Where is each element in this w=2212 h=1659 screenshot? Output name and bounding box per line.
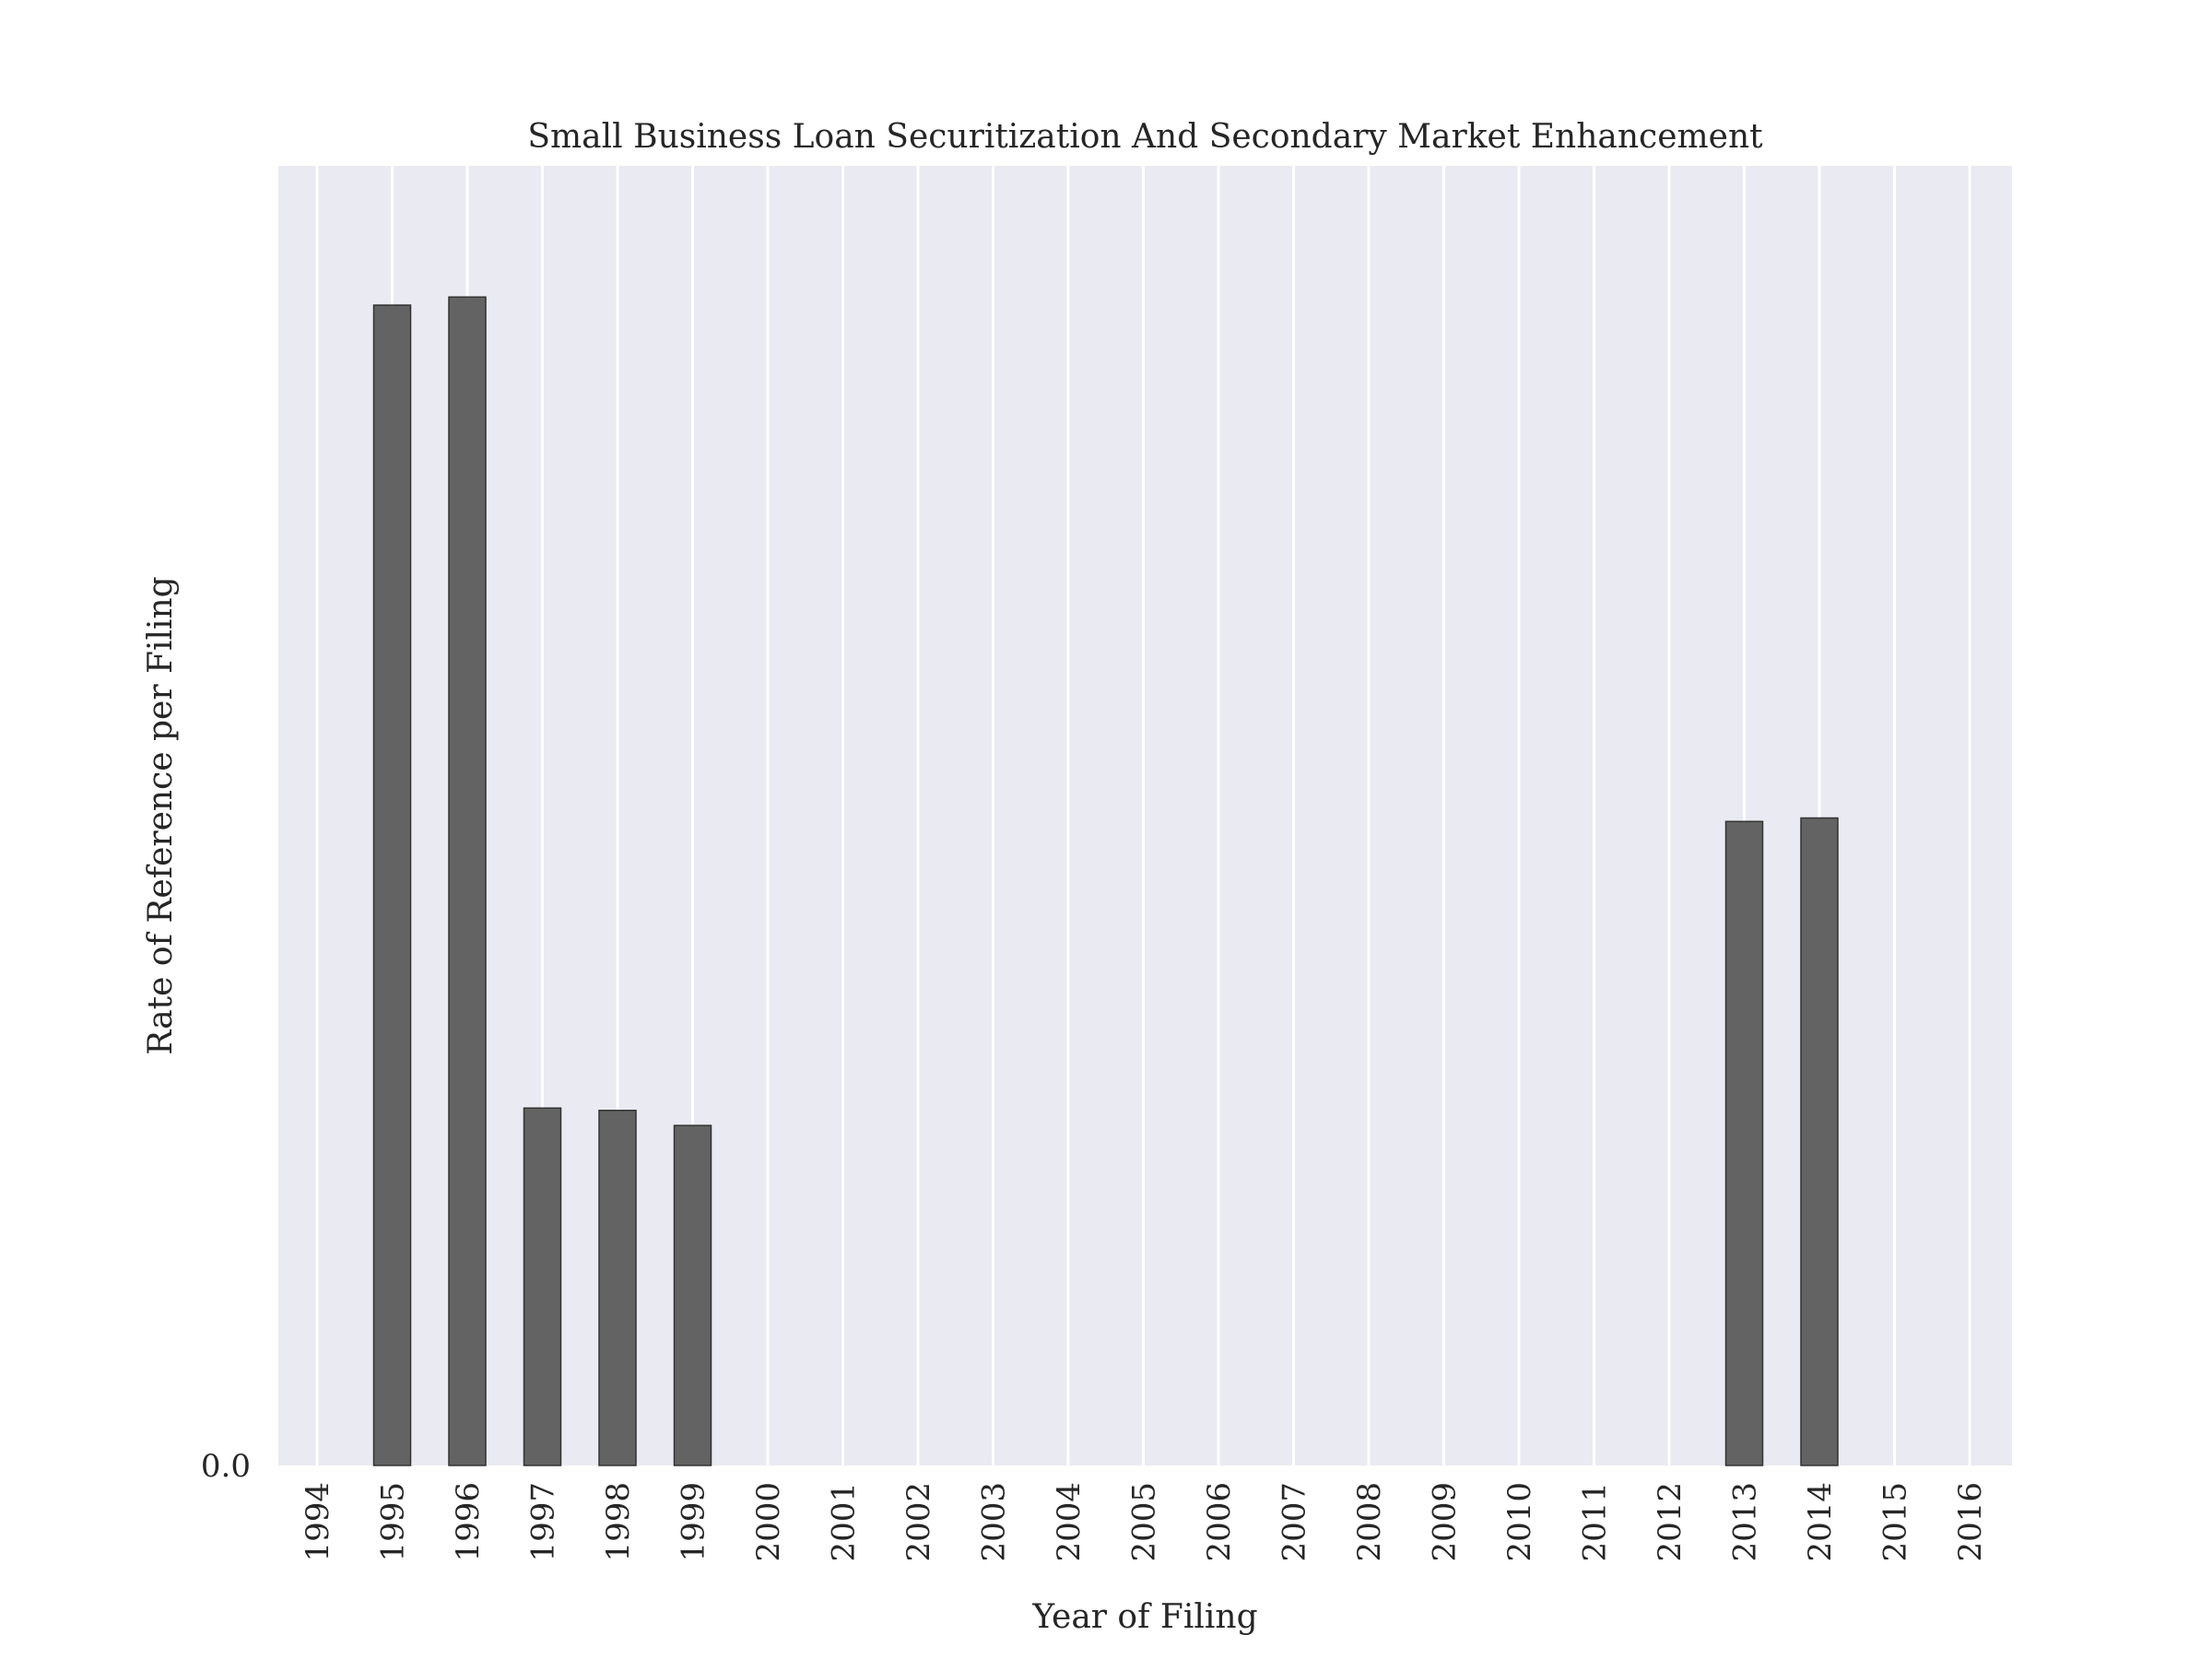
y-tick-label: 0.0	[201, 1448, 251, 1485]
plot-area	[278, 166, 2012, 1465]
x-tick-label-2014: 2014	[1802, 1482, 1839, 1562]
bar-1996	[448, 296, 487, 1466]
bar-1998	[598, 1110, 637, 1466]
y-axis-label: Rate of Reference per Filing	[142, 576, 180, 1054]
bars	[372, 296, 1839, 1466]
x-tick-label-1996: 1996	[450, 1482, 487, 1562]
bar-2013	[1724, 820, 1764, 1466]
chart-title: Small Business Loan Securitization And S…	[527, 118, 1763, 156]
bar-1997	[523, 1107, 562, 1466]
x-tick-label-2009: 2009	[1427, 1482, 1464, 1562]
x-tick-label-2005: 2005	[1126, 1482, 1163, 1562]
x-tick-label-1997: 1997	[525, 1482, 562, 1562]
x-tick-label-2013: 2013	[1727, 1482, 1764, 1562]
x-tick-label-1995: 1995	[375, 1482, 412, 1562]
y-tick-labels: 0.0	[201, 1448, 251, 1485]
x-tick-label-1999: 1999	[676, 1482, 712, 1562]
x-tick-label-2011: 2011	[1577, 1482, 1614, 1562]
x-tick-label-1998: 1998	[600, 1482, 637, 1562]
x-tick-label-2006: 2006	[1201, 1482, 1238, 1562]
x-tick-label-1994: 1994	[300, 1482, 336, 1562]
x-axis-label: Year of Filing	[1031, 1598, 1257, 1636]
x-tick-label-2008: 2008	[1351, 1482, 1388, 1562]
x-tick-label-2015: 2015	[1877, 1482, 1914, 1562]
x-tick-labels: 1994 1995 1996 1997 1998 1999 2000 2001 2002 2003…	[300, 1482, 1989, 1562]
bar-2014	[1800, 817, 1839, 1466]
x-tick-label-2004: 2004	[1051, 1482, 1088, 1562]
bar-1999	[673, 1124, 712, 1466]
x-tick-label-2016: 2016	[1952, 1482, 1989, 1562]
x-tick-label-2003: 2003	[976, 1482, 1013, 1562]
x-tick-label-2001: 2001	[826, 1482, 863, 1562]
x-tick-label-2002: 2002	[900, 1482, 937, 1562]
x-tick-label-2007: 2007	[1277, 1482, 1313, 1562]
bar-1995	[372, 304, 412, 1466]
x-tick-label-2010: 2010	[1501, 1482, 1538, 1562]
x-tick-label-2000: 2000	[750, 1482, 787, 1562]
x-tick-label-2012: 2012	[1652, 1482, 1688, 1562]
